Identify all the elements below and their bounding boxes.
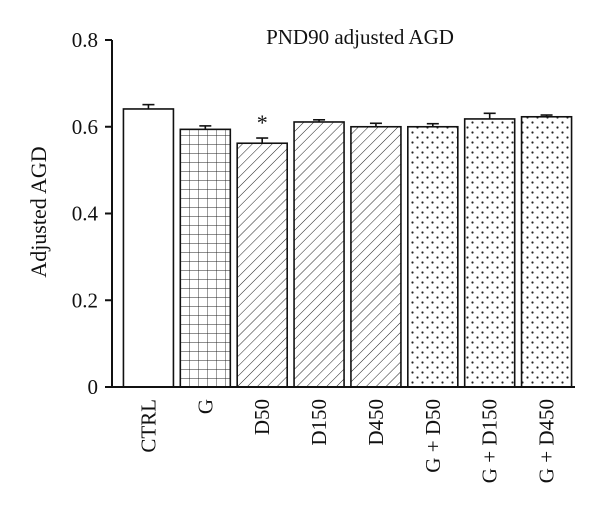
y-tick-label: 0.2 [72,288,98,312]
y-axis-label: Adjusted AGD [26,146,51,277]
bar-g [179,128,232,388]
bar-gd50 [407,125,459,388]
x-category-label: G [193,399,217,414]
bar-gd450 [520,115,573,388]
x-category-label: CTRL [136,399,160,453]
chart-title: PND90 adjusted AGD [266,25,454,49]
x-category-label: G + D150 [478,399,502,483]
y-tick-label: 0.6 [72,115,98,139]
bar-ctrl [122,108,175,388]
bar-d450 [350,125,402,388]
y-tick-label: 0.8 [72,28,98,52]
x-category-label: D150 [307,399,331,446]
x-category-label: G + D50 [421,399,445,473]
bars-group [122,108,573,388]
y-tick-label: 0.4 [72,202,99,226]
y-axis: 0 0.2 0.4 0.6 0.8 [72,28,113,399]
x-category-label: G + D450 [535,399,559,483]
x-category-label: D50 [250,399,274,435]
bar-d150 [293,121,345,388]
y-tick-label: 0 [88,375,99,399]
significance-marker: * [257,110,268,135]
annotations-group: * [257,110,268,135]
bar-gd150 [463,118,516,388]
bar-d50 [236,142,288,388]
error-bars-group [142,103,553,144]
x-category-label: D450 [364,399,388,446]
x-axis-labels: CTRL G D50 D150 D450 G + D50 G + D150 G + D450 [136,399,558,483]
